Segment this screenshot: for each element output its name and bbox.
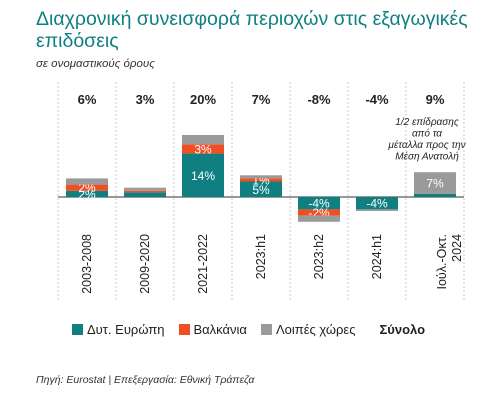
bar-segment [240,178,282,182]
bar-segment [356,197,398,210]
bar-segment [66,184,108,191]
legend-item-balkans: Βαλκάνια [178,322,247,337]
total-label: 7% [252,92,271,107]
segment-label: 14% [191,169,215,183]
segment-label: 2% [78,181,96,195]
source-note: Πηγή: Eurostat | Επεξεργασία: Εθνική Τρά… [36,374,255,386]
legend-label-western-europe: Δυτ. Ευρώπη [87,322,165,337]
bar-segment [124,190,166,193]
bar-segment [356,209,398,211]
bar-segment [298,209,340,216]
bar-segment [124,192,166,197]
bar-segment [66,190,108,197]
legend-label-balkans: Βαλκάνια [193,322,247,337]
bar-segment [414,172,456,194]
annotation-text: 1/2 επίδρασης από τα μέταλλα προς την Μέση … [387,116,465,163]
segment-label: 7% [426,177,444,191]
category-label: 2024:h1 [370,234,384,279]
bar-segment [240,181,282,197]
chart-title: Διαχρονική συνεισφορά περιοχών στις εξαγ… [36,8,468,52]
legend-item-western-europe: Δυτ. Ευρώπη [72,322,165,337]
segment-label: 5% [252,183,270,197]
bar-segment [414,193,456,197]
segment-label: -4% [308,197,330,211]
legend-swatch-balkans [178,324,190,335]
legend-total-label: Σύνολο [379,322,426,337]
category-label: 2023:h1 [254,234,268,279]
total-label: 6% [78,92,97,107]
bar-segment [182,153,224,197]
bar-segment [240,175,282,179]
category-label: 2021-2022 [196,234,210,294]
category-label: 2023:h2 [312,234,326,279]
legend-item-other: Λοιπές χώρες [260,322,356,337]
legend: Δυτ. Ευρώπη Βαλκάνια Λοιπές χώρες Σύνολο [72,322,425,337]
total-label: 9% [426,92,445,107]
legend-swatch-other [260,324,272,335]
bar-segment [66,178,108,185]
stacked-bar-chart: 2%2% 6% 2003-2008 3% 2009-2020 14% 3% 20% 2021-2… [57,82,466,300]
category-label: 2009-2020 [138,234,152,294]
segment-label: 3% [194,142,212,156]
segment-label: 2% [78,187,96,201]
total-label: 3% [136,92,155,107]
bar-segment [298,215,340,222]
category-label: 2003-2008 [80,234,94,294]
legend-label-other: Λοιπές χώρες [275,322,356,337]
category-label: Ιούλ.-Οκτ.2024 [435,234,464,290]
total-label: -8% [307,92,331,107]
segment-label: -4% [366,197,388,211]
bar-segment [182,144,224,154]
legend-swatch-western-europe [72,324,83,335]
total-label: 20% [190,92,216,107]
bar-segment [182,135,224,145]
total-label: -4% [365,92,389,107]
chart-subtitle: σε ονομαστικούς όρους [36,58,155,70]
bar-segment [124,187,166,191]
bar-segment [298,197,340,210]
